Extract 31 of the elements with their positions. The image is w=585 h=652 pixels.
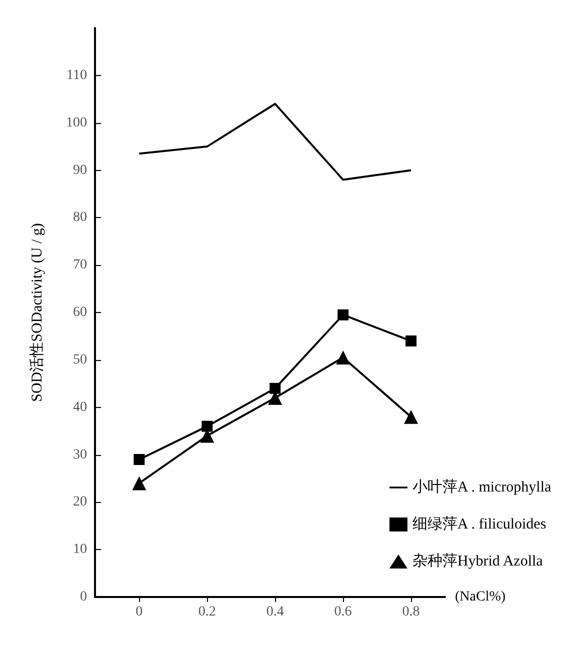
y-tick-label: 80 — [73, 210, 87, 226]
point — [134, 454, 145, 465]
point — [336, 350, 350, 365]
x-tick-label: 0.4 — [266, 604, 284, 620]
legend-label: 细绿萍A . filiculoides — [412, 516, 546, 532]
y-tick-label: 40 — [73, 400, 87, 415]
y-tick-label: 30 — [73, 447, 87, 462]
x-axis-title: (NaCl%) — [455, 590, 506, 604]
y-tick-label: 60 — [73, 305, 87, 320]
y-tick-label: 110 — [66, 68, 87, 83]
point — [202, 420, 213, 432]
point — [338, 309, 349, 320]
legend-label: 小叶萍A . microphylla — [412, 478, 552, 496]
x-tick-label: 0.2 — [198, 604, 216, 620]
point — [404, 410, 418, 424]
y-tick-label: 0 — [80, 590, 87, 604]
y-tick-label: 20 — [73, 494, 87, 510]
y-tick-label: 70 — [73, 258, 87, 273]
y-tick-label: 90 — [73, 162, 87, 178]
y-tick-label: 50 — [73, 352, 87, 368]
y-tick-label: 10 — [73, 542, 87, 558]
x-tick-label: 0 — [136, 604, 143, 620]
legend-label: 杂种萍Hybrid Azolla — [412, 552, 544, 570]
point — [132, 476, 146, 490]
line-series — [138, 102, 412, 181]
x-tick-label: 0.8 — [402, 604, 420, 620]
y-tick-label: 100 — [66, 115, 87, 130]
y-axis-title: SOD活性SODactivity (U / g) — [28, 223, 46, 402]
point — [270, 382, 281, 394]
x-tick-label: 0.6 — [334, 604, 352, 620]
point — [406, 335, 417, 346]
